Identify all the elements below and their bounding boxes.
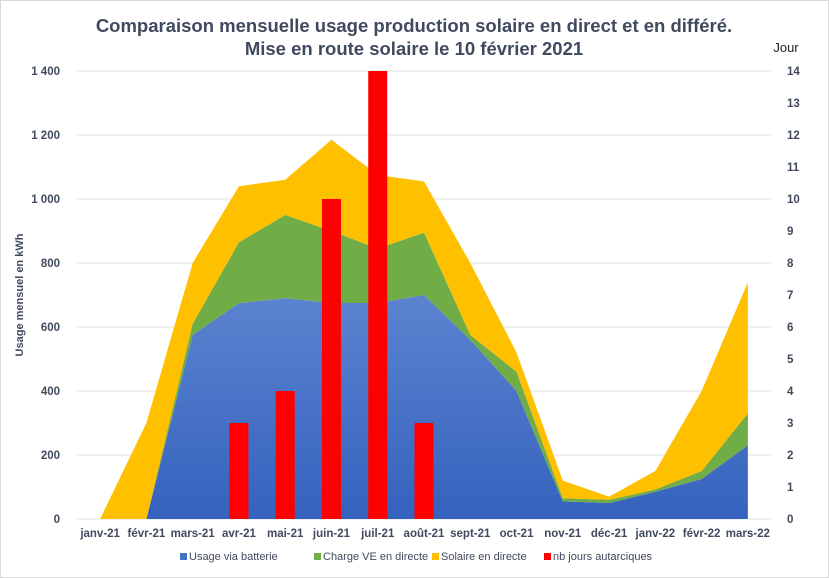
legend-label: Usage via batterie (189, 551, 278, 563)
y2-tick-label: 8 (787, 258, 794, 270)
y2-axis-title: Jour (773, 40, 799, 55)
x-tick-label: mai-21 (267, 528, 304, 540)
y-tick-label: 1 200 (31, 130, 60, 142)
y-tick-label: 0 (54, 514, 60, 526)
x-tick-label: janv-21 (79, 528, 120, 540)
y2-tick-label: 13 (787, 98, 800, 110)
x-tick-label: févr-21 (128, 528, 166, 540)
legend-swatch (180, 553, 187, 560)
y2-tick-label: 7 (787, 290, 793, 302)
legend-label: Charge VE en directe (323, 551, 428, 563)
x-tick-label: janv-22 (635, 528, 676, 540)
y2-tick-label: 9 (787, 226, 793, 238)
legend-swatch (544, 553, 551, 560)
y-tick-label: 1 000 (31, 194, 60, 206)
area-solaire-en-directe (100, 139, 748, 520)
x-tick-label: sept-21 (450, 528, 491, 540)
bars (229, 71, 434, 519)
legend-label: Solaire en directe (441, 551, 527, 563)
x-tick-label: févr-22 (683, 528, 721, 540)
legend-swatch (314, 553, 321, 560)
y-axis-title: Usage mensuel en kWh (14, 233, 26, 356)
legend-label: nb jours autarciques (553, 551, 653, 563)
x-tick-label: oct-21 (500, 528, 534, 540)
chart-title-line2: Mise en route solaire le 10 février 2021 (245, 38, 583, 59)
bar (321, 199, 341, 519)
y2-tick-label: 3 (787, 418, 793, 430)
y2-tick-label: 6 (787, 322, 793, 334)
legend-swatch (432, 553, 439, 560)
y-tick-label: 400 (41, 386, 60, 398)
x-tick-label: nov-21 (544, 528, 582, 540)
y2-tick-label: 0 (787, 514, 793, 526)
area-usage-via-batterie (100, 295, 748, 519)
area-charge-ve-en-directe (100, 215, 748, 519)
y-tick-label: 1 400 (31, 66, 60, 78)
y2-tick-label: 2 (787, 450, 793, 462)
x-axis-ticks: janv-21 févr-21 mars-21 avr-21 mai-21 juin-21… (79, 528, 770, 540)
y2-tick-label: 1 (787, 482, 794, 494)
y2-tick-label: 5 (787, 354, 794, 366)
bar (368, 71, 388, 519)
x-tick-label: avr-21 (222, 528, 256, 540)
legend: Usage via batterie Charge VE en directe So… (180, 551, 653, 563)
y2-tick-label: 4 (787, 386, 794, 398)
y2-tick-label: 11 (787, 162, 800, 174)
x-tick-label: mars-21 (171, 528, 216, 540)
x-tick-label: juin-21 (312, 528, 351, 540)
chart-title-line1: Comparaison mensuelle usage production s… (96, 15, 732, 36)
bar (229, 423, 249, 519)
y2-tick-label: 14 (787, 66, 800, 78)
stacked-areas (100, 139, 748, 520)
x-tick-label: juil-21 (360, 528, 395, 540)
x-tick-label: déc-21 (591, 528, 628, 540)
x-tick-label: mars-22 (726, 528, 770, 540)
y-tick-label: 600 (41, 322, 60, 334)
bar (275, 391, 295, 519)
y2-tick-label: 12 (787, 130, 800, 142)
x-tick-label: août-21 (404, 528, 446, 540)
bar (414, 423, 434, 519)
y2-tick-label: 10 (787, 194, 800, 206)
y-axis-ticks: 0 200 400 600 800 1 000 1 200 1 400 (31, 66, 60, 526)
y-tick-label: 200 (41, 450, 60, 462)
y-tick-label: 800 (41, 258, 60, 270)
